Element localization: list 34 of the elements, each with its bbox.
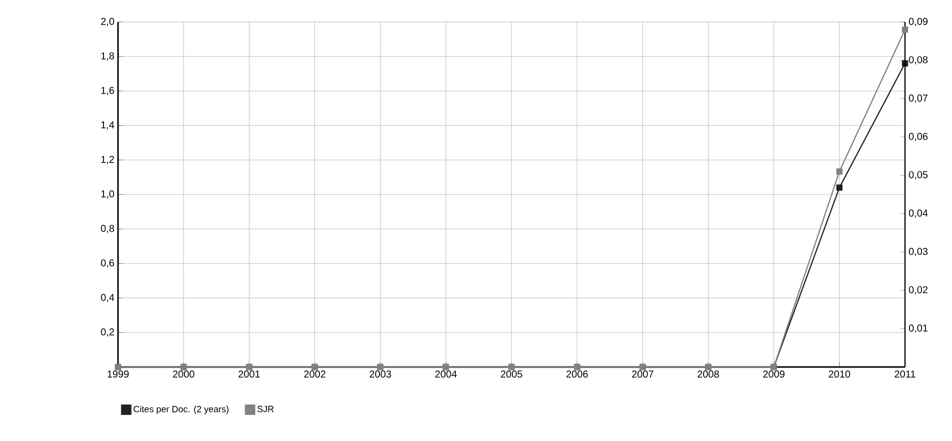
y2-tick-label: 0,03 [908,248,928,256]
y-tick-label: 2,0 [101,18,114,26]
y2-tick-label: 0,04 [908,210,928,218]
x-tick-label: 2000 [172,370,194,378]
y2-tick-label: 0,07 [908,94,928,103]
y-tick-label: 0,8 [100,224,114,234]
y-tick-label: 1,8 [101,52,114,61]
x-tick-label: 2005 [500,370,522,378]
x-tick-label: 2003 [370,370,392,378]
x-tick-label: 2011 [894,370,916,378]
y-tick-label: 1,6 [101,86,114,96]
y2-tick-label: 0,06 [908,132,928,142]
y-tick-label: 0,4 [100,294,114,302]
y-tick-label: 1,0 [101,190,114,199]
x-tick-label: 2009 [763,370,784,378]
y2-tick-label: 0,08 [908,56,928,64]
legend-label: Cites per Doc. (2 years) [134,406,228,414]
y2-tick-label: 0,02 [908,286,928,294]
y2-tick-label: 0,09 [908,18,928,26]
x-tick-label: 2008 [698,370,719,378]
x-tick-label: 1999 [108,370,129,378]
y2-tick-label: 0,01 [908,324,928,333]
y-tick-label: 1,2 [101,156,114,164]
x-tick-label: 2004 [435,370,457,378]
legend-label: SJR [257,406,274,412]
x-tick-label: 2007 [632,370,654,378]
y-tick-label: 1,4 [101,121,114,130]
x-tick-label: 2006 [566,370,588,378]
x-tick-label: 2010 [828,370,850,378]
x-tick-label: 2002 [304,370,326,378]
y-tick-label: 0,6 [100,259,114,268]
y2-tick-label: 0,05 [908,171,928,180]
x-tick-label: 2001 [238,370,260,378]
y-tick-label: 0,2 [100,328,114,337]
